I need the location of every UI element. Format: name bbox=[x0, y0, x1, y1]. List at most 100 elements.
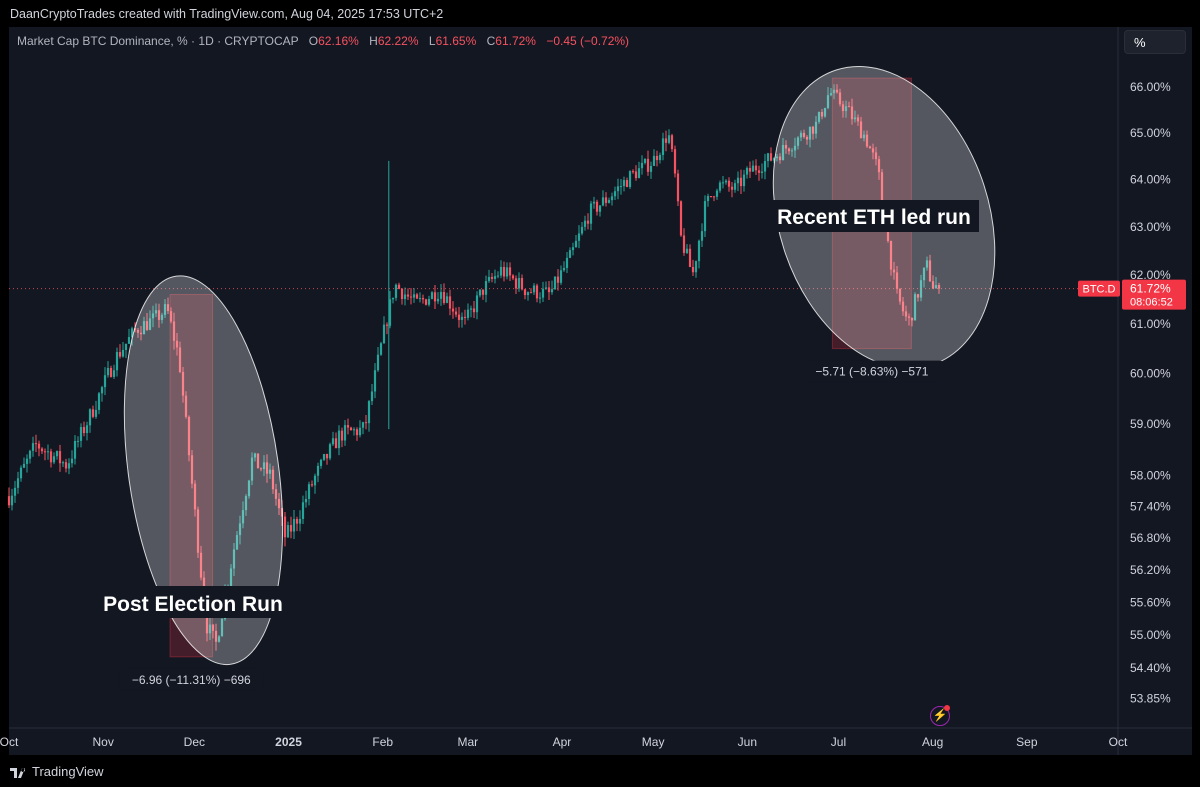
candle-body bbox=[592, 201, 596, 204]
candle-body bbox=[316, 465, 320, 476]
candle-body bbox=[418, 298, 422, 300]
candle-body bbox=[496, 275, 500, 277]
legend-change: −0.45 (−0.72%) bbox=[546, 34, 630, 48]
notification-dot bbox=[944, 705, 950, 711]
candle-body bbox=[844, 106, 848, 112]
candle-body bbox=[400, 288, 404, 300]
x-tick-label: Aug bbox=[922, 735, 943, 749]
candle-body bbox=[64, 462, 68, 469]
credit-line: DaanCryptoTrades created with TradingVie… bbox=[10, 7, 444, 21]
candle-body bbox=[793, 145, 797, 151]
candle-body bbox=[394, 284, 398, 298]
candle-body bbox=[28, 450, 32, 459]
candle-body bbox=[472, 308, 476, 313]
candle-layer bbox=[7, 84, 1118, 651]
candle-body bbox=[304, 498, 308, 503]
chart-panel[interactable] bbox=[9, 27, 1192, 755]
symbol-legend: Market Cap BTC Dominance, % · 1D · CRYPT… bbox=[17, 34, 629, 48]
candle-body bbox=[796, 137, 800, 146]
candle-body bbox=[937, 285, 941, 289]
candle-body bbox=[766, 153, 770, 162]
candle-body bbox=[661, 138, 665, 155]
candle-body bbox=[112, 370, 116, 377]
candle-body bbox=[268, 469, 272, 474]
candle-body bbox=[925, 260, 929, 268]
x-tick-label: May bbox=[642, 735, 665, 749]
percent-scale-button[interactable]: % bbox=[1124, 30, 1186, 54]
candle-body bbox=[25, 458, 29, 464]
candle-body bbox=[520, 278, 524, 290]
candle-body bbox=[16, 478, 20, 488]
candle-body bbox=[556, 276, 560, 283]
x-tick-label: Nov bbox=[93, 735, 114, 749]
lightning-icon[interactable]: ⚡ bbox=[930, 706, 950, 726]
candle-body bbox=[922, 267, 926, 281]
candle-body bbox=[358, 427, 362, 436]
candle-body bbox=[787, 148, 791, 152]
candle-body bbox=[601, 197, 605, 206]
candle-body bbox=[907, 316, 911, 318]
candle-body bbox=[619, 186, 623, 188]
candle-body bbox=[631, 171, 635, 173]
candle-body bbox=[460, 316, 464, 320]
candle-body bbox=[244, 496, 248, 511]
candle-body bbox=[325, 453, 329, 459]
candle-body bbox=[910, 317, 914, 321]
candle-body bbox=[376, 354, 380, 371]
candle-body bbox=[859, 121, 863, 139]
candle-body bbox=[526, 292, 530, 296]
candle-body bbox=[628, 171, 632, 187]
y-tick-label: 54.40% bbox=[1130, 661, 1171, 675]
x-tick-label: Oct bbox=[0, 735, 19, 749]
legend-open: 62.16% bbox=[318, 34, 359, 48]
candle-body bbox=[640, 162, 644, 169]
candle-body bbox=[298, 518, 302, 524]
candle-body bbox=[163, 304, 167, 315]
y-tick-label: 56.20% bbox=[1130, 563, 1171, 577]
candle-body bbox=[523, 289, 527, 296]
bottom-bar bbox=[0, 757, 1200, 787]
y-tick-label: 56.80% bbox=[1130, 531, 1171, 545]
candle-body bbox=[544, 287, 548, 289]
candle-body bbox=[835, 89, 839, 93]
candle-body bbox=[490, 276, 494, 279]
annotation-eth-run: Recent ETH led run bbox=[777, 206, 971, 229]
candle-body bbox=[586, 220, 590, 224]
x-tick-label: Oct bbox=[1109, 735, 1128, 749]
candle-body bbox=[679, 201, 683, 236]
candle-body bbox=[175, 340, 179, 348]
candle-body bbox=[769, 153, 773, 161]
candle-body bbox=[46, 451, 50, 453]
x-tick-label: Jun bbox=[738, 735, 757, 749]
candle-body bbox=[748, 167, 752, 172]
candle-body bbox=[934, 285, 938, 289]
y-tick-label: 55.60% bbox=[1130, 595, 1171, 609]
candle-body bbox=[67, 463, 71, 469]
legend-symbol: Market Cap BTC Dominance, % · 1D · CRYPT… bbox=[17, 34, 299, 48]
candle-body bbox=[151, 313, 155, 319]
candle-body bbox=[535, 285, 539, 299]
candle-body bbox=[205, 605, 209, 634]
candle-body bbox=[481, 289, 485, 295]
candle-body bbox=[292, 519, 296, 532]
candle-body bbox=[118, 352, 122, 357]
measure-label: −6.96 (−11.31%) −696 bbox=[132, 673, 251, 687]
candle-body bbox=[565, 257, 569, 268]
candle-body bbox=[742, 174, 746, 187]
candle-body bbox=[799, 132, 803, 138]
candle-body bbox=[451, 308, 455, 312]
candle-body bbox=[52, 456, 56, 463]
candle-body bbox=[880, 172, 884, 202]
candle-body bbox=[583, 220, 587, 227]
candle-body bbox=[286, 525, 290, 538]
candle-body bbox=[334, 438, 338, 449]
tradingview-logo[interactable]: TradingView bbox=[10, 764, 104, 779]
candle-body bbox=[148, 318, 152, 330]
candle-body bbox=[229, 568, 233, 587]
candle-body bbox=[94, 409, 98, 417]
candle-body bbox=[904, 311, 908, 317]
candle-body bbox=[160, 314, 164, 320]
candle-body bbox=[259, 468, 263, 470]
candle-body bbox=[760, 171, 764, 173]
